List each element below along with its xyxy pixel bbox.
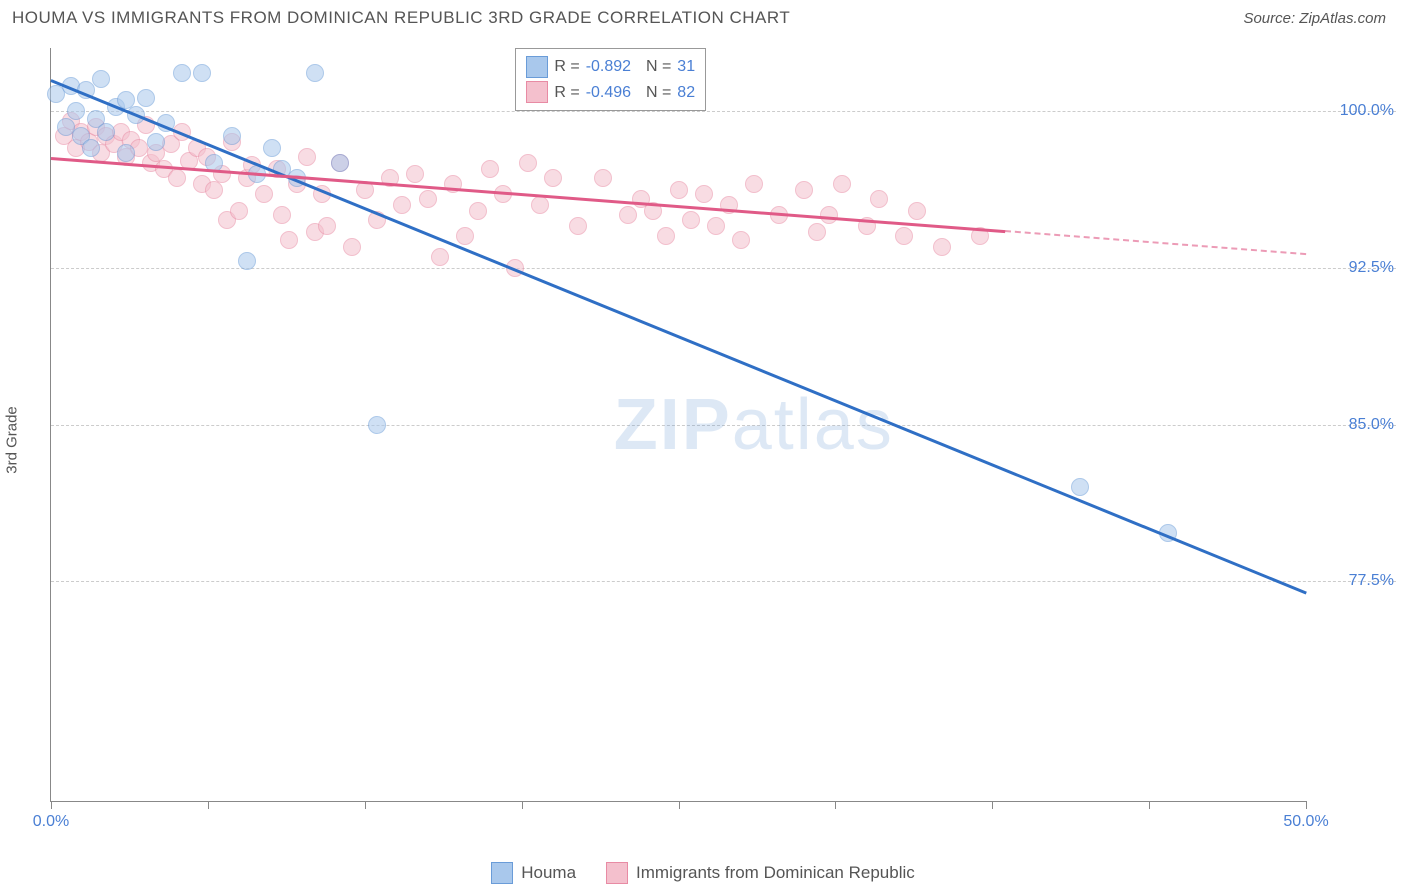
- data-point: [682, 211, 700, 229]
- x-tick-label: 0.0%: [33, 813, 69, 831]
- data-point: [431, 248, 449, 266]
- data-point: [97, 123, 115, 141]
- data-point: [137, 89, 155, 107]
- y-tick-label: 77.5%: [1314, 572, 1394, 590]
- stat-n-label: N =: [637, 80, 671, 106]
- data-point: [82, 139, 100, 157]
- stat-r-value: -0.892: [586, 54, 631, 80]
- data-point: [273, 206, 291, 224]
- chart-area: 3rd Grade 77.5%85.0%92.5%100.0%0.0%50.0%…: [50, 48, 1396, 832]
- y-tick-label: 92.5%: [1314, 259, 1394, 277]
- stats-legend-row: R = -0.496 N = 82: [526, 80, 695, 106]
- data-point: [695, 185, 713, 203]
- data-point: [908, 202, 926, 220]
- legend-swatch: [606, 862, 628, 884]
- legend-label: Houma: [521, 863, 576, 883]
- stat-n-label: N =: [637, 54, 671, 80]
- legend-item: Houma: [491, 862, 576, 884]
- data-point: [230, 202, 248, 220]
- gridline: [51, 111, 1396, 112]
- data-point: [280, 231, 298, 249]
- data-point: [870, 190, 888, 208]
- data-point: [670, 181, 688, 199]
- gridline: [51, 425, 1396, 426]
- legend-label: Immigrants from Dominican Republic: [636, 863, 915, 883]
- data-point: [193, 64, 211, 82]
- x-tick: [992, 801, 993, 809]
- data-point: [933, 238, 951, 256]
- stat-r-value: -0.496: [586, 80, 631, 106]
- x-tick: [835, 801, 836, 809]
- stat-r-label: R =: [554, 80, 579, 106]
- data-point: [569, 217, 587, 235]
- data-point: [306, 64, 324, 82]
- data-point: [795, 181, 813, 199]
- data-point: [147, 133, 165, 151]
- gridline: [51, 581, 1396, 582]
- data-point: [223, 127, 241, 145]
- trend-line-dashed: [1005, 230, 1306, 255]
- x-tick: [365, 801, 366, 809]
- legend-swatch: [526, 56, 548, 78]
- stat-r-label: R =: [554, 54, 579, 80]
- chart-title: HOUMA VS IMMIGRANTS FROM DOMINICAN REPUB…: [12, 8, 790, 28]
- data-point: [343, 238, 361, 256]
- data-point: [368, 416, 386, 434]
- stat-n-value: 31: [677, 54, 695, 80]
- data-point: [707, 217, 725, 235]
- data-point: [419, 190, 437, 208]
- data-point: [456, 227, 474, 245]
- data-point: [331, 154, 349, 172]
- data-point: [519, 154, 537, 172]
- data-point: [594, 169, 612, 187]
- data-point: [92, 70, 110, 88]
- x-tick: [522, 801, 523, 809]
- legend-swatch: [491, 862, 513, 884]
- trend-line: [51, 79, 1307, 594]
- data-point: [481, 160, 499, 178]
- data-point: [298, 148, 316, 166]
- data-point: [117, 144, 135, 162]
- x-tick: [208, 801, 209, 809]
- chart-source: Source: ZipAtlas.com: [1243, 10, 1386, 27]
- stats-legend: R = -0.892 N = 31R = -0.496 N = 82: [515, 48, 706, 111]
- series-legend: Houma Immigrants from Dominican Republic: [0, 862, 1406, 884]
- data-point: [732, 231, 750, 249]
- legend-item: Immigrants from Dominican Republic: [606, 862, 915, 884]
- data-point: [833, 175, 851, 193]
- data-point: [808, 223, 826, 241]
- y-tick-label: 100.0%: [1314, 102, 1394, 120]
- stats-legend-row: R = -0.892 N = 31: [526, 54, 695, 80]
- data-point: [393, 196, 411, 214]
- data-point: [255, 185, 273, 203]
- data-point: [173, 64, 191, 82]
- data-point: [895, 227, 913, 245]
- data-point: [469, 202, 487, 220]
- y-tick-label: 85.0%: [1314, 416, 1394, 434]
- data-point: [544, 169, 562, 187]
- x-tick: [679, 801, 680, 809]
- data-point: [263, 139, 281, 157]
- data-point: [168, 169, 186, 187]
- x-tick: [1149, 801, 1150, 809]
- data-point: [619, 206, 637, 224]
- data-point: [67, 102, 85, 120]
- data-point: [318, 217, 336, 235]
- y-axis-label: 3rd Grade: [4, 406, 21, 474]
- data-point: [531, 196, 549, 214]
- data-point: [745, 175, 763, 193]
- data-point: [1071, 478, 1089, 496]
- x-tick: [51, 801, 52, 809]
- data-point: [205, 181, 223, 199]
- plot-region: 77.5%85.0%92.5%100.0%0.0%50.0%ZIPatlasR …: [50, 48, 1306, 802]
- data-point: [657, 227, 675, 245]
- data-point: [238, 252, 256, 270]
- x-tick-label: 50.0%: [1283, 813, 1328, 831]
- x-tick: [1306, 801, 1307, 809]
- stat-n-value: 82: [677, 80, 695, 106]
- data-point: [406, 165, 424, 183]
- legend-swatch: [526, 81, 548, 103]
